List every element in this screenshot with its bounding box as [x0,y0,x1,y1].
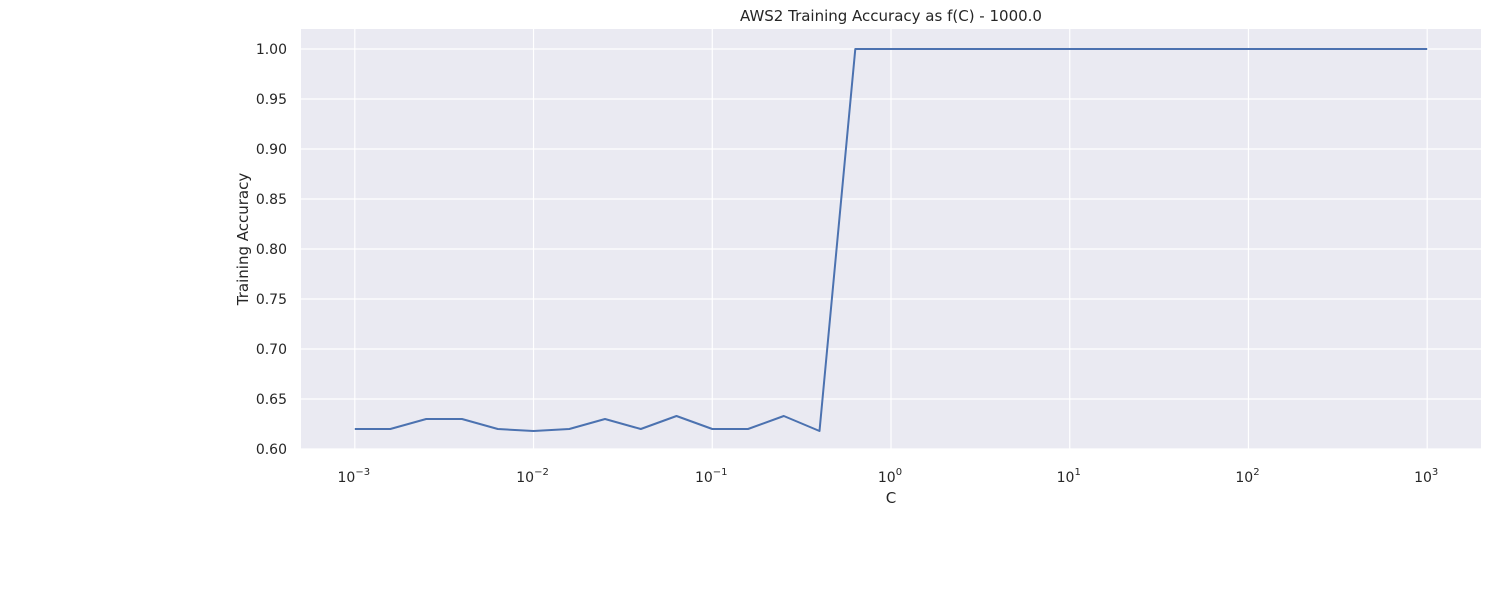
series-line-0 [354,48,1428,432]
series-layer [354,48,1428,432]
x-tick-label: 10−1 [695,467,728,486]
y-tick-label: 0.95 [256,92,287,108]
y-tick-label: 0.85 [256,192,287,208]
y-axis-label: Training Accuracy [234,173,252,307]
y-tick-label: 0.90 [256,142,287,158]
x-tick-label: 100 [878,467,902,486]
chart-title: AWS2 Training Accuracy as f(C) - 1000.0 [740,7,1042,25]
tick-labels: 0.60 0.65 0.70 0.75 0.80 0.85 0.90 0.95 1.00 10−3… [256,42,1438,486]
x-tick-label: 101 [1057,467,1081,486]
y-tick-label: 0.70 [256,342,287,358]
y-tick-label: 0.80 [256,242,287,258]
x-tick-label: 102 [1235,467,1259,486]
grid [301,29,1481,450]
y-tick-label: 0.65 [256,392,287,408]
y-tick-label: 1.00 [256,42,287,58]
y-tick-label: 0.60 [256,442,287,458]
x-tick-label: 103 [1414,467,1438,486]
y-tick-label: 0.75 [256,292,287,308]
x-tick-label: 10−2 [516,467,549,486]
x-tick-label: 10−3 [338,467,371,486]
x-axis-label: C [886,489,896,507]
